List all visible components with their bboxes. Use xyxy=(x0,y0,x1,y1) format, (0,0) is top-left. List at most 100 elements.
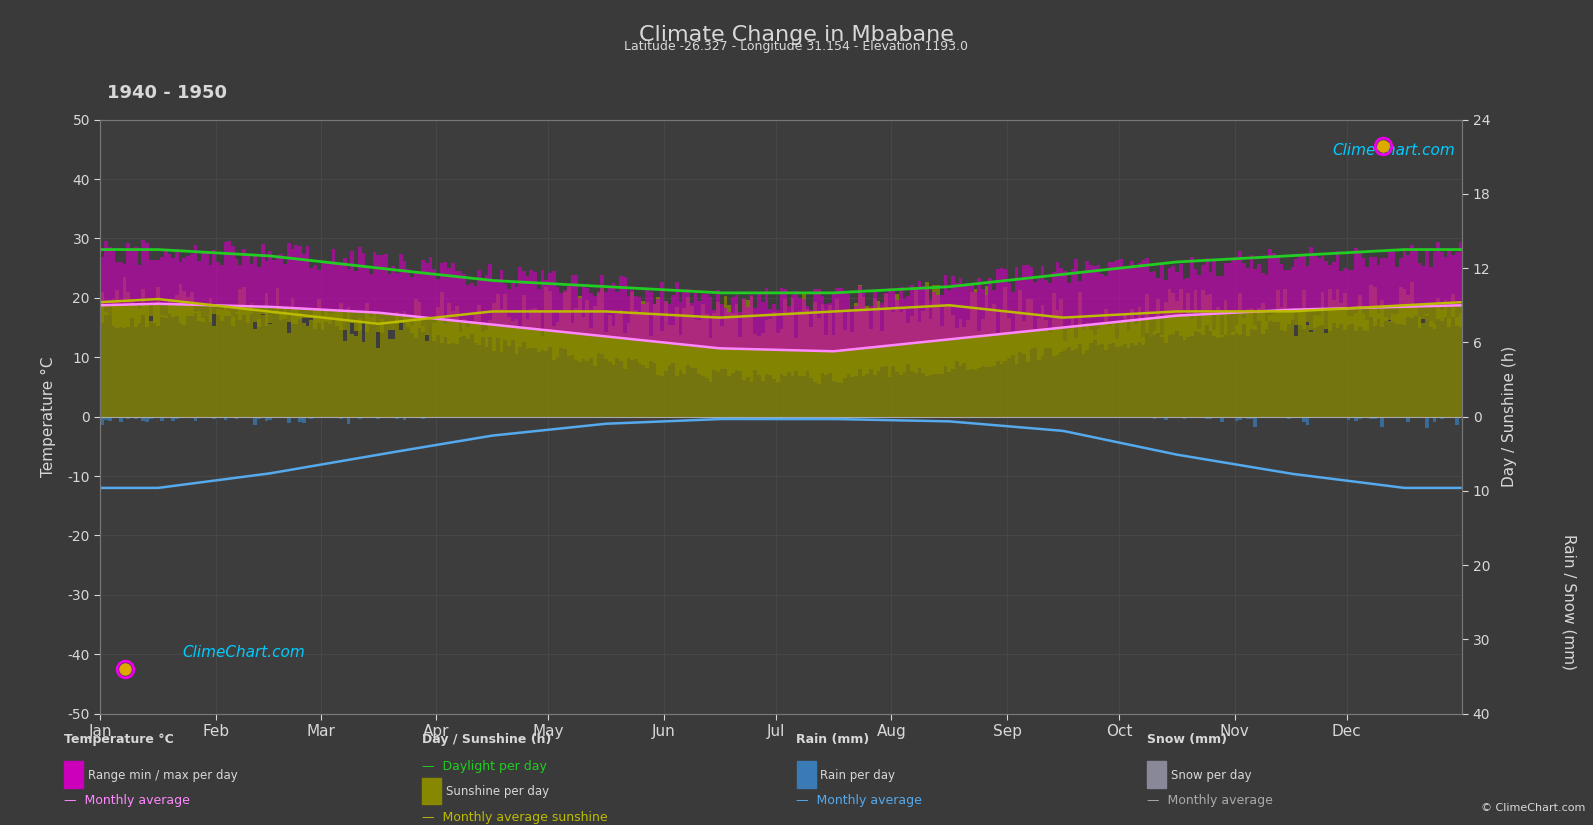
Bar xyxy=(186,257,190,304)
Bar xyxy=(937,341,940,374)
Bar xyxy=(898,287,903,344)
Bar xyxy=(1112,262,1115,323)
Bar xyxy=(548,291,551,417)
Bar xyxy=(306,326,309,417)
Bar xyxy=(1243,318,1246,417)
Bar xyxy=(1298,309,1301,325)
Bar xyxy=(1067,283,1070,327)
Y-axis label: Day / Sunshine (h): Day / Sunshine (h) xyxy=(1502,346,1517,488)
Bar xyxy=(478,271,481,323)
Bar xyxy=(148,321,153,417)
Bar xyxy=(145,303,148,417)
Bar xyxy=(134,304,137,327)
Bar xyxy=(529,328,534,348)
Bar xyxy=(115,290,119,417)
Bar xyxy=(1034,281,1037,331)
Bar xyxy=(201,305,205,322)
Bar xyxy=(518,328,523,347)
Bar xyxy=(809,328,812,417)
Bar xyxy=(1026,331,1029,361)
Bar xyxy=(1279,310,1284,330)
Bar xyxy=(940,340,943,374)
Text: —  Monthly average: — Monthly average xyxy=(1147,794,1273,808)
Bar xyxy=(518,267,523,328)
Bar xyxy=(362,312,365,323)
Bar xyxy=(1164,317,1168,342)
Bar xyxy=(1078,281,1082,326)
Bar xyxy=(870,329,873,417)
Bar xyxy=(637,315,642,417)
Bar xyxy=(1432,306,1437,328)
Bar xyxy=(1074,259,1078,326)
Bar xyxy=(973,292,977,337)
Bar xyxy=(279,254,284,308)
Bar xyxy=(992,335,996,366)
Bar xyxy=(667,304,671,343)
Bar xyxy=(421,318,425,332)
Bar xyxy=(1317,316,1321,417)
Bar xyxy=(1454,252,1459,305)
Bar xyxy=(926,288,929,342)
Bar xyxy=(865,348,870,374)
Bar xyxy=(347,417,350,425)
Bar xyxy=(301,254,306,309)
Bar xyxy=(1276,310,1279,323)
Bar xyxy=(954,328,959,417)
Bar xyxy=(462,319,467,417)
Bar xyxy=(742,299,746,349)
Bar xyxy=(429,257,432,318)
Bar xyxy=(962,338,965,363)
Bar xyxy=(1145,294,1149,417)
Bar xyxy=(1051,272,1056,328)
Bar xyxy=(1410,282,1415,417)
Bar xyxy=(1287,310,1290,323)
Bar xyxy=(250,306,253,314)
Bar xyxy=(881,346,884,367)
Bar xyxy=(623,338,626,369)
Bar xyxy=(473,286,478,323)
Bar xyxy=(392,339,395,417)
Bar xyxy=(409,316,414,333)
Bar xyxy=(507,317,511,417)
Bar xyxy=(1101,323,1104,344)
Bar xyxy=(1301,309,1306,329)
Bar xyxy=(159,304,164,317)
Bar xyxy=(231,317,234,417)
Bar xyxy=(1223,263,1227,314)
Bar xyxy=(112,299,115,417)
Bar xyxy=(559,293,562,332)
Bar xyxy=(1368,308,1373,317)
Bar xyxy=(943,307,948,417)
Bar xyxy=(1134,320,1137,345)
Bar xyxy=(832,351,835,381)
Bar xyxy=(989,308,992,417)
Bar xyxy=(123,277,126,417)
Bar xyxy=(790,351,795,376)
Bar xyxy=(1056,262,1059,328)
Bar xyxy=(1249,417,1254,419)
Bar xyxy=(709,297,712,347)
Bar xyxy=(1440,310,1443,417)
Bar xyxy=(623,332,626,417)
Bar xyxy=(183,304,186,325)
Bar xyxy=(806,306,809,351)
Bar xyxy=(1459,314,1462,417)
Bar xyxy=(164,304,167,318)
Bar xyxy=(787,315,790,417)
Bar xyxy=(1388,321,1391,417)
Bar xyxy=(1407,307,1410,317)
Bar xyxy=(1418,263,1421,306)
Bar xyxy=(1190,257,1193,315)
Bar xyxy=(448,320,451,344)
Bar xyxy=(723,296,728,417)
Y-axis label: Temperature °C: Temperature °C xyxy=(41,356,56,477)
Bar xyxy=(739,349,742,371)
Bar xyxy=(1070,269,1074,327)
Bar xyxy=(1362,257,1365,308)
Bar xyxy=(698,346,701,375)
Text: Temperature °C: Temperature °C xyxy=(64,733,174,746)
Bar xyxy=(456,271,459,321)
Bar xyxy=(1118,322,1123,346)
Bar xyxy=(817,289,820,351)
Bar xyxy=(1107,262,1112,323)
